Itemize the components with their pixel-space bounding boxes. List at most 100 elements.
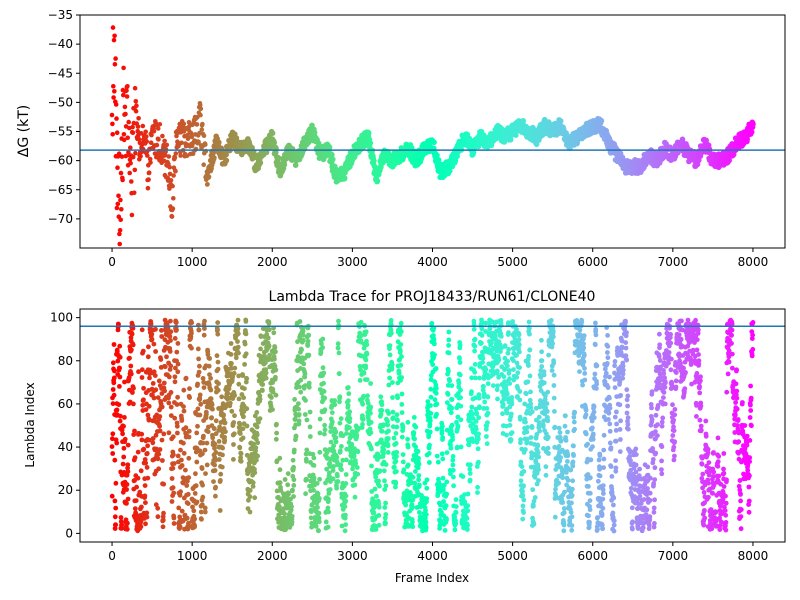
lambda-point	[569, 486, 575, 492]
delta-g-point	[140, 123, 146, 129]
lambda-point	[247, 509, 253, 515]
delta-g-x-tick-label: 5000	[497, 255, 528, 269]
lambda-point	[541, 380, 547, 386]
lambda-point	[561, 510, 567, 516]
lambda-point	[128, 371, 134, 377]
lambda-point	[344, 431, 349, 436]
lambda-point	[526, 363, 531, 368]
lambda-point	[449, 383, 455, 388]
lambda-point	[167, 349, 173, 354]
delta-g-point	[113, 56, 118, 61]
lambda-point	[360, 421, 365, 427]
lambda-point	[171, 515, 177, 521]
lambda-point	[132, 428, 137, 434]
lambda-point	[173, 320, 179, 325]
lambda-point	[327, 487, 333, 492]
lambda-point	[386, 411, 392, 416]
lambda-point	[539, 349, 544, 355]
delta-g-point	[118, 217, 123, 223]
lambda-point	[217, 508, 223, 513]
delta-g-point	[169, 214, 175, 219]
lambda-point	[305, 343, 311, 348]
lambda-point	[291, 483, 297, 488]
lambda-point	[272, 363, 278, 369]
lambda-point	[351, 453, 357, 459]
lambda-point	[383, 521, 388, 526]
lambda-point	[169, 476, 175, 481]
lambda-point	[317, 416, 323, 422]
lambda-point	[156, 378, 162, 384]
lambda-point	[416, 461, 422, 467]
lambda-point	[112, 368, 117, 374]
delta-g-point	[133, 150, 138, 156]
lambda-point	[478, 340, 484, 346]
lambda-point	[120, 431, 125, 437]
lambda-point	[213, 418, 219, 424]
lambda-point	[528, 389, 533, 395]
lambda-point	[494, 368, 500, 374]
lambda-point	[258, 334, 264, 339]
lambda-point	[480, 355, 486, 361]
lambda-point	[440, 423, 445, 429]
lambda-point	[453, 521, 459, 527]
lambda-point	[111, 375, 117, 381]
delta-g-point	[114, 130, 120, 135]
lambda-point	[112, 526, 118, 531]
lambda-point	[507, 381, 513, 386]
lambda-point	[113, 505, 119, 511]
lambda-point	[189, 345, 194, 351]
lambda-point	[172, 379, 178, 385]
lambda-point	[373, 474, 379, 480]
lambda-point	[213, 493, 218, 499]
lambda-point	[529, 425, 535, 430]
lambda-point	[531, 498, 537, 504]
lambda-point	[450, 454, 456, 459]
lambda-point	[428, 403, 433, 408]
lambda-point	[333, 439, 339, 445]
lambda-point	[175, 430, 180, 436]
lambda-point	[558, 438, 564, 444]
lambda-point	[400, 425, 406, 431]
lambda-point	[198, 401, 204, 407]
lambda-point	[428, 386, 434, 392]
delta-g-point	[188, 130, 194, 136]
lambda-point	[228, 352, 234, 357]
lambda-point	[365, 400, 371, 406]
lambda-point	[353, 461, 359, 466]
lambda-y-axis-label: Lambda Index	[23, 382, 37, 467]
lambda-point	[400, 459, 406, 465]
lambda-point	[218, 471, 224, 477]
lambda-point	[361, 370, 367, 376]
lambda-point	[345, 402, 351, 408]
lambda-point	[398, 320, 404, 326]
lambda-point	[285, 482, 291, 488]
lambda-point	[343, 498, 349, 504]
lambda-point	[286, 491, 291, 497]
lambda-point	[475, 446, 481, 452]
lambda-point	[157, 423, 163, 429]
delta-g-point	[116, 193, 121, 199]
lambda-point	[569, 493, 575, 498]
lambda-point	[159, 334, 165, 339]
lambda-point	[337, 420, 343, 426]
lambda-point	[231, 457, 236, 462]
lambda-point	[335, 473, 340, 479]
lambda-point	[342, 528, 348, 534]
lambda-point	[213, 484, 219, 490]
lambda-point	[368, 404, 374, 410]
lambda-point	[536, 414, 542, 420]
lambda-point	[469, 404, 475, 410]
lambda-point	[238, 458, 244, 464]
lambda-point	[232, 365, 238, 371]
lambda-point	[569, 514, 575, 520]
lambda-point	[215, 366, 221, 372]
lambda-point	[155, 456, 161, 462]
lambda-point	[110, 360, 116, 366]
lambda-point	[311, 455, 317, 461]
lambda-point	[344, 457, 349, 463]
delta-g-point	[281, 161, 288, 168]
lambda-point	[539, 358, 545, 363]
lambda-point	[328, 439, 334, 445]
lambda-point	[321, 380, 326, 386]
lambda-point	[383, 512, 389, 517]
